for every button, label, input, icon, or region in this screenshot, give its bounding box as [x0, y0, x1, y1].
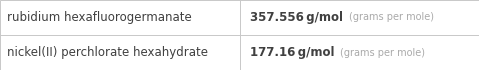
Text: (grams per mole): (grams per mole): [349, 13, 434, 22]
Text: 357.556 g/mol: 357.556 g/mol: [250, 11, 343, 24]
Text: nickel(II) perchlorate hexahydrate: nickel(II) perchlorate hexahydrate: [7, 46, 208, 59]
Text: 177.16 g/mol: 177.16 g/mol: [250, 46, 334, 59]
Text: (grams per mole): (grams per mole): [340, 48, 425, 57]
Text: rubidium hexafluorogermanate: rubidium hexafluorogermanate: [7, 11, 192, 24]
